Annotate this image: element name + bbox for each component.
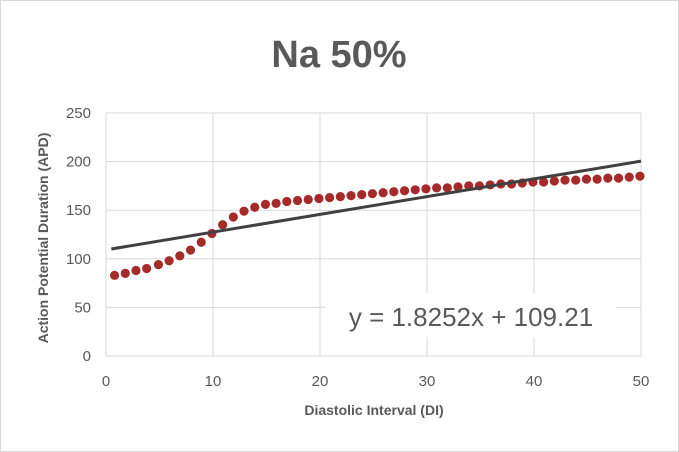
x-tick-label: 50: [633, 373, 650, 390]
data-point: [613, 173, 624, 183]
y-tick-label: 0: [83, 348, 91, 365]
data-point: [142, 263, 152, 274]
data-point: [442, 183, 452, 193]
data-point: [378, 188, 388, 198]
data-point: [581, 174, 592, 184]
data-point: [164, 256, 174, 266]
data-point: [109, 270, 120, 280]
x-axis-label: Diastolic Interval (DI): [304, 402, 443, 418]
y-axis-ticks: 0 50 100 150 200 250: [66, 105, 91, 365]
data-point: [539, 177, 549, 187]
x-axis-ticks: 0 10 20 30 40 50: [102, 373, 650, 390]
x-tick-label: 30: [419, 373, 436, 390]
data-point: [549, 176, 559, 186]
data-point: [314, 193, 324, 204]
data-point: [196, 237, 206, 247]
data-point: [335, 191, 345, 202]
y-tick-label: 100: [66, 251, 91, 268]
data-point: [399, 186, 410, 196]
data-point: [185, 245, 196, 255]
chart-title: Na 50%: [271, 34, 406, 76]
data-point: [453, 182, 463, 192]
x-tick-label: 20: [312, 373, 329, 390]
data-point: [432, 183, 442, 193]
y-tick-label: 150: [66, 202, 91, 219]
data-point: [250, 202, 260, 212]
data-points: [109, 171, 645, 280]
data-point: [228, 212, 238, 222]
data-point: [635, 171, 645, 181]
data-point: [175, 251, 185, 261]
data-point: [592, 174, 602, 184]
data-point: [603, 173, 613, 183]
y-axis-label: Action Potential Duration (APD): [35, 133, 51, 344]
data-point: [410, 185, 420, 195]
y-tick-label: 200: [66, 154, 91, 171]
data-point: [325, 192, 335, 203]
data-point: [282, 196, 292, 207]
data-point: [239, 206, 249, 216]
trendline-equation-background: [326, 293, 616, 337]
data-point: [346, 191, 356, 201]
data-point: [131, 265, 141, 276]
data-point: [367, 189, 378, 199]
gridlines: [105, 112, 642, 357]
trendline: [111, 159, 642, 251]
trendline-equation: y = 1.8252x + 109.21: [349, 302, 593, 332]
data-point: [153, 260, 164, 270]
data-point: [260, 199, 271, 209]
data-point: [571, 175, 581, 185]
data-point: [218, 220, 228, 230]
data-point: [389, 187, 399, 197]
data-point: [357, 190, 367, 200]
y-tick-label: 50: [74, 299, 91, 316]
data-point: [303, 194, 313, 205]
x-tick-label: 40: [526, 373, 543, 390]
data-point: [624, 172, 634, 182]
data-point: [421, 184, 431, 194]
data-point: [271, 198, 281, 208]
x-tick-label: 10: [205, 373, 222, 390]
data-point: [560, 175, 570, 185]
y-tick-label: 250: [66, 105, 91, 122]
data-point: [120, 268, 130, 278]
x-tick-label: 0: [102, 373, 110, 390]
data-point: [292, 195, 303, 206]
